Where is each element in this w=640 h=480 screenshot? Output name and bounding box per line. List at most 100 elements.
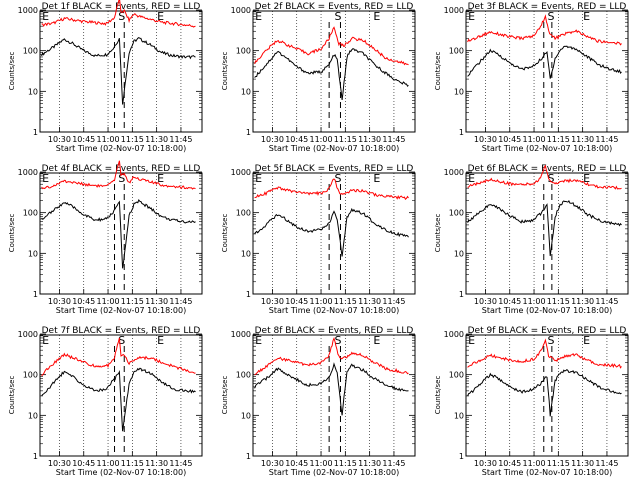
y-tick-label: 1 — [246, 290, 251, 299]
x-tick-label: 10:30 — [48, 135, 71, 144]
x-axis-label: Start Time (02-Nov-07 10:18:00) — [482, 468, 612, 477]
plot-frame — [465, 172, 629, 295]
y-axis-label: Counts/sec — [434, 214, 442, 253]
y-tick-label: 100 — [23, 371, 38, 380]
x-tick-label: 11:15 — [547, 459, 570, 468]
panel-9: Det 9f BLACK = Events, RED = LLD 1 10 100 10… — [434, 326, 629, 477]
x-tick-label: 11:30 — [145, 459, 168, 468]
lld-series-line — [254, 178, 409, 200]
y-axis-label: Counts/sec — [8, 376, 16, 415]
y-tick-label: 1 — [33, 128, 38, 137]
events-series-line — [467, 199, 622, 257]
x-tick-label: 11:00 — [97, 135, 120, 144]
x-tick-label: 11:00 — [97, 297, 120, 306]
y-tick-label: 10 — [241, 249, 251, 258]
plot-frame — [252, 10, 416, 133]
y-tick-label: 1000 — [231, 330, 251, 339]
y-axis-label: Counts/sec — [8, 52, 16, 91]
panel-title: Det 7f BLACK = Events, RED = LLD — [42, 326, 201, 336]
x-axis-label: Start Time (02-Nov-07 10:18:00) — [56, 468, 186, 477]
x-tick-label: 11:00 — [523, 297, 546, 306]
x-tick-label: 11:15 — [121, 297, 144, 306]
x-tick-label: 10:45 — [72, 135, 95, 144]
x-tick-label: 11:30 — [571, 135, 594, 144]
y-tick-label: 100 — [236, 47, 251, 56]
x-tick-label: 11:45 — [169, 135, 192, 144]
x-tick-label: 11:30 — [571, 297, 594, 306]
y-tick-label: 10 — [454, 249, 464, 258]
plot-frame — [252, 172, 416, 295]
y-tick-label: 1 — [33, 452, 38, 461]
y-tick-label: 10 — [28, 411, 38, 420]
interval-marker-s: S — [548, 334, 555, 347]
y-axis-label: Counts/sec — [221, 214, 229, 253]
interval-marker-s: S — [118, 10, 125, 23]
x-tick-label: 11:30 — [358, 135, 381, 144]
x-tick-label: 11:30 — [145, 297, 168, 306]
interval-marker-e: E — [583, 334, 590, 347]
interval-marker-e: E — [468, 10, 475, 23]
y-tick-label: 10 — [28, 87, 38, 96]
x-tick-label: 11:15 — [547, 297, 570, 306]
y-tick-label: 10 — [241, 411, 251, 420]
y-tick-label: 100 — [236, 371, 251, 380]
x-axis-label: Start Time (02-Nov-07 10:18:00) — [482, 306, 612, 315]
x-tick-label: 10:45 — [498, 135, 521, 144]
lld-series-line — [467, 14, 622, 46]
panel-2: Det 2f BLACK = Events, RED = LLD 1 10 100 10… — [221, 2, 416, 153]
x-axis-label: Start Time (02-Nov-07 10:18:00) — [56, 144, 186, 153]
y-tick-label: 100 — [449, 209, 464, 218]
x-tick-label: 10:45 — [498, 297, 521, 306]
events-series-line — [254, 207, 409, 257]
interval-marker-s: S — [335, 10, 342, 23]
plot-frame — [39, 334, 203, 457]
x-tick-label: 11:15 — [121, 459, 144, 468]
interval-marker-e: E — [373, 334, 380, 347]
lld-series-line — [41, 337, 196, 377]
interval-marker-s: S — [335, 334, 342, 347]
interval-marker-s: S — [335, 172, 342, 185]
x-tick-label: 10:45 — [498, 459, 521, 468]
y-tick-label: 100 — [449, 47, 464, 56]
x-tick-label: 11:45 — [382, 135, 405, 144]
events-series-line — [41, 367, 196, 432]
x-tick-label: 11:00 — [523, 135, 546, 144]
interval-marker-e: E — [255, 10, 262, 23]
y-axis-label: Counts/sec — [221, 376, 229, 415]
panel-title: Det 1f BLACK = Events, RED = LLD — [42, 2, 201, 12]
panel-title: Det 3f BLACK = Events, RED = LLD — [468, 2, 627, 12]
x-tick-label: 11:45 — [382, 459, 405, 468]
events-series-line — [467, 369, 622, 417]
y-tick-label: 100 — [23, 209, 38, 218]
events-series-line — [41, 198, 196, 269]
panel-title: Det 2f BLACK = Events, RED = LLD — [255, 2, 414, 12]
panel-7: Det 7f BLACK = Events, RED = LLD 1 10 100 10… — [8, 326, 203, 477]
x-tick-label: 10:30 — [261, 135, 284, 144]
x-tick-label: 11:00 — [97, 459, 120, 468]
x-tick-label: 10:30 — [474, 297, 497, 306]
panel-5: Det 5f BLACK = Events, RED = LLD 1 10 100 10… — [221, 164, 416, 315]
y-tick-label: 1 — [33, 290, 38, 299]
lld-series-line — [41, 160, 196, 190]
x-axis-label: Start Time (02-Nov-07 10:18:00) — [269, 468, 399, 477]
x-tick-label: 10:30 — [474, 135, 497, 144]
interval-marker-e: E — [468, 172, 475, 185]
interval-marker-s: S — [548, 10, 555, 23]
x-tick-label: 11:00 — [523, 459, 546, 468]
panel-4: Det 4f BLACK = Events, RED = LLD 1 10 100 10… — [8, 160, 203, 315]
x-tick-label: 11:00 — [310, 135, 333, 144]
y-tick-label: 1000 — [18, 6, 38, 15]
x-tick-label: 11:45 — [595, 459, 618, 468]
x-tick-label: 11:30 — [358, 297, 381, 306]
x-tick-label: 11:45 — [595, 135, 618, 144]
interval-marker-s: S — [118, 172, 125, 185]
x-tick-label: 11:30 — [571, 459, 594, 468]
interval-marker-e: E — [255, 172, 262, 185]
y-tick-label: 1000 — [444, 168, 464, 177]
interval-marker-s: S — [548, 172, 555, 185]
x-tick-label: 11:45 — [595, 297, 618, 306]
x-tick-label: 11:00 — [310, 459, 333, 468]
y-tick-label: 100 — [23, 47, 38, 56]
x-tick-label: 11:00 — [310, 297, 333, 306]
x-tick-label: 11:45 — [169, 459, 192, 468]
